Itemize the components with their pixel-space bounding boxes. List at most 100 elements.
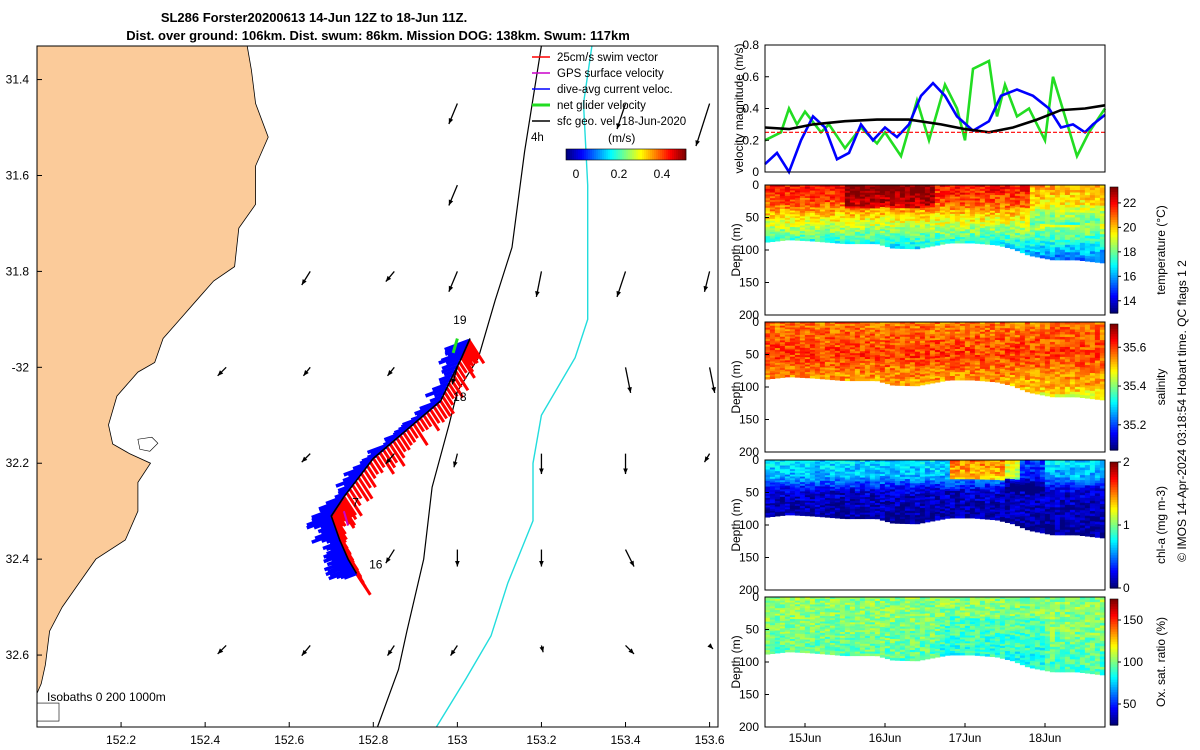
section-cell bbox=[1054, 339, 1061, 343]
section-cell bbox=[794, 480, 801, 483]
section-cell bbox=[824, 194, 831, 198]
section-cell bbox=[979, 202, 986, 206]
section-cell bbox=[839, 223, 846, 227]
section-cell bbox=[1004, 195, 1011, 199]
colorbar-cell bbox=[1110, 255, 1118, 259]
section-cell bbox=[774, 374, 781, 377]
section-cell bbox=[1039, 326, 1046, 330]
section-cell bbox=[849, 359, 856, 362]
section-cell bbox=[839, 231, 846, 235]
section-cell bbox=[824, 232, 831, 236]
section-cell bbox=[794, 349, 801, 352]
section-cell bbox=[799, 489, 806, 492]
geo-vector-head bbox=[385, 275, 392, 282]
section-cell bbox=[1094, 363, 1101, 367]
section-cell bbox=[764, 463, 771, 467]
section-cell bbox=[944, 341, 951, 344]
section-cell bbox=[1009, 330, 1016, 334]
section-cell bbox=[884, 338, 891, 342]
section-cell bbox=[909, 195, 916, 199]
section-cell bbox=[889, 382, 896, 386]
section-cell bbox=[1024, 215, 1031, 219]
section-cell bbox=[859, 323, 866, 327]
section-cell bbox=[1024, 382, 1031, 386]
section-cell bbox=[774, 186, 781, 190]
section-cell bbox=[814, 355, 821, 359]
colorbar-cell bbox=[1110, 351, 1118, 355]
section-cell bbox=[834, 335, 841, 339]
section-cell bbox=[884, 207, 891, 211]
section-cell bbox=[774, 196, 781, 199]
section-cell bbox=[814, 463, 821, 467]
section-cell bbox=[839, 225, 846, 229]
section-cell bbox=[799, 322, 806, 325]
section-cell bbox=[1014, 195, 1021, 199]
section-cell bbox=[764, 350, 771, 353]
section-cell bbox=[819, 478, 826, 482]
section-cell bbox=[904, 328, 911, 332]
section-cell bbox=[784, 345, 791, 349]
section-cell bbox=[1049, 366, 1056, 370]
section-cell bbox=[1079, 382, 1086, 386]
section-cell bbox=[939, 322, 946, 325]
geo-vector-head bbox=[623, 468, 628, 475]
section-cell bbox=[779, 469, 786, 472]
section-cell bbox=[904, 336, 911, 340]
section-cell bbox=[1099, 347, 1106, 352]
section-cell bbox=[984, 377, 991, 380]
section-cell bbox=[909, 227, 916, 231]
section-cell bbox=[969, 360, 976, 364]
section-cell bbox=[774, 513, 781, 517]
section-cell bbox=[819, 228, 826, 231]
section-cell bbox=[1044, 390, 1051, 394]
section-cell bbox=[894, 368, 901, 372]
section-cell bbox=[969, 329, 976, 333]
section-cell bbox=[1054, 214, 1061, 218]
section-cell bbox=[784, 232, 791, 235]
section-cell bbox=[914, 343, 921, 346]
section-cell bbox=[784, 512, 791, 516]
section-cell bbox=[924, 348, 931, 352]
section-cell bbox=[854, 188, 861, 192]
section-cell bbox=[939, 365, 946, 368]
section-cell bbox=[864, 333, 871, 337]
section-cell bbox=[899, 229, 906, 233]
section-cell bbox=[819, 359, 826, 363]
section-cell bbox=[1054, 354, 1061, 358]
section-cell bbox=[1004, 340, 1011, 344]
section-cell bbox=[849, 362, 856, 366]
section-cell bbox=[979, 194, 986, 198]
section-cell bbox=[1014, 332, 1021, 336]
section-cell bbox=[944, 194, 951, 198]
section-cell bbox=[959, 364, 966, 367]
section-cell bbox=[1009, 216, 1016, 220]
section-cell bbox=[1019, 230, 1026, 233]
section-cell bbox=[994, 198, 1001, 202]
section-cell bbox=[1084, 235, 1091, 239]
section-cell bbox=[1074, 386, 1081, 390]
section-cell bbox=[989, 355, 996, 359]
section-cell bbox=[1099, 210, 1106, 215]
section-cell bbox=[774, 357, 781, 360]
section-cell bbox=[884, 334, 891, 337]
section-cell bbox=[1029, 373, 1036, 377]
section-cell bbox=[864, 331, 871, 335]
section-cell bbox=[1034, 213, 1041, 217]
section-cell bbox=[814, 365, 821, 368]
section-cell bbox=[1039, 353, 1046, 357]
section-cell bbox=[1064, 224, 1071, 228]
section-cell bbox=[1044, 253, 1051, 257]
section-cell bbox=[889, 218, 896, 222]
section-cell bbox=[814, 473, 821, 476]
section-cell bbox=[959, 219, 966, 223]
colorbar-cell bbox=[614, 149, 617, 160]
section-cell bbox=[779, 223, 786, 227]
section-cell bbox=[914, 197, 921, 201]
section-cell bbox=[814, 501, 821, 504]
section-cell bbox=[1099, 205, 1106, 209]
section-cell bbox=[964, 225, 971, 229]
section-cell bbox=[789, 230, 796, 234]
section-cell bbox=[1009, 379, 1016, 382]
section-cell bbox=[969, 221, 976, 225]
section-cell bbox=[894, 222, 901, 226]
